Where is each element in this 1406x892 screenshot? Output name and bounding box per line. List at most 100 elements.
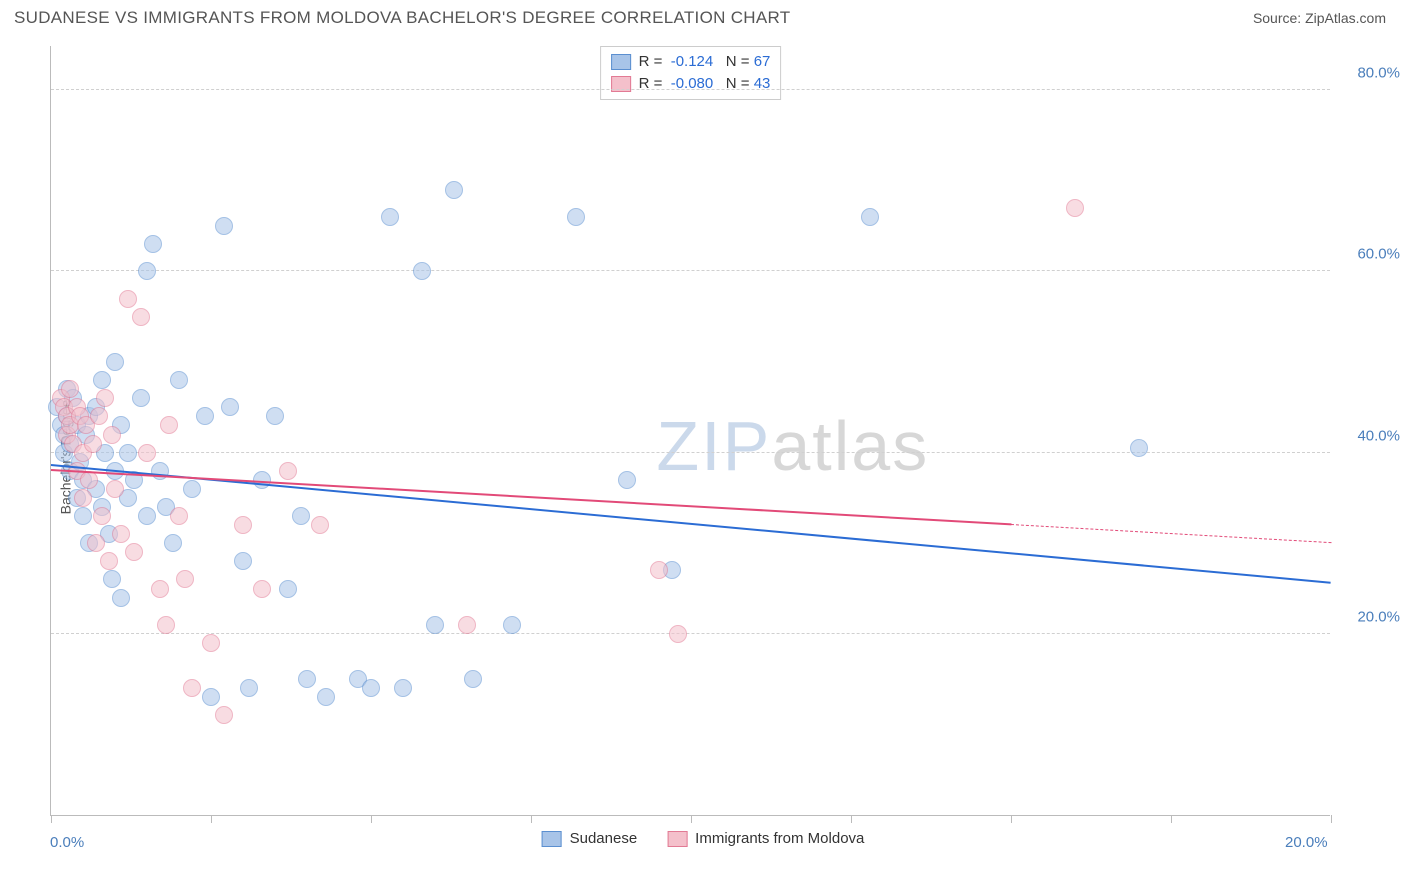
legend-swatch xyxy=(611,54,631,70)
data-point-moldova xyxy=(650,561,668,579)
data-point-sudanese xyxy=(103,570,121,588)
data-point-moldova xyxy=(132,308,150,326)
watermark-atlas: atlas xyxy=(771,407,929,485)
data-point-sudanese xyxy=(362,679,380,697)
data-point-moldova xyxy=(112,525,130,543)
x-tick xyxy=(371,815,372,823)
data-point-sudanese xyxy=(132,389,150,407)
legend-swatch xyxy=(542,831,562,847)
data-point-moldova xyxy=(311,516,329,534)
y-tick-label: 40.0% xyxy=(1340,427,1400,444)
data-point-moldova xyxy=(138,444,156,462)
x-tick xyxy=(691,815,692,823)
data-point-sudanese xyxy=(183,480,201,498)
data-point-sudanese xyxy=(221,398,239,416)
y-tick-label: 20.0% xyxy=(1340,608,1400,625)
data-point-moldova xyxy=(253,580,271,598)
legend-label: Immigrants from Moldova xyxy=(695,830,864,847)
data-point-sudanese xyxy=(240,679,258,697)
data-point-moldova xyxy=(84,435,102,453)
source-prefix: Source: xyxy=(1253,10,1305,26)
legend-stat: R = -0.080 N = 43 xyxy=(639,73,771,95)
data-point-sudanese xyxy=(413,262,431,280)
x-tick xyxy=(211,815,212,823)
gridline xyxy=(51,89,1330,90)
data-point-sudanese xyxy=(215,217,233,235)
legend-swatch xyxy=(667,831,687,847)
legend-row-moldova: R = -0.080 N = 43 xyxy=(611,73,771,95)
x-tick xyxy=(1331,815,1332,823)
data-point-sudanese xyxy=(567,208,585,226)
watermark: ZIPatlas xyxy=(656,406,929,486)
x-tick xyxy=(1171,815,1172,823)
data-point-sudanese xyxy=(861,208,879,226)
legend-stat: R = -0.124 N = 67 xyxy=(639,51,771,73)
data-point-sudanese xyxy=(74,507,92,525)
data-point-moldova xyxy=(669,625,687,643)
correlation-legend: R = -0.124 N = 67R = -0.080 N = 43 xyxy=(600,46,782,100)
data-point-moldova xyxy=(1066,199,1084,217)
data-point-sudanese xyxy=(618,471,636,489)
plot-area: ZIPatlas R = -0.124 N = 67R = -0.080 N =… xyxy=(50,46,1330,816)
data-point-sudanese xyxy=(106,353,124,371)
data-point-sudanese xyxy=(394,679,412,697)
data-point-moldova xyxy=(119,290,137,308)
data-point-moldova xyxy=(176,570,194,588)
data-point-moldova xyxy=(87,534,105,552)
watermark-zip: ZIP xyxy=(656,407,771,485)
source-link[interactable]: ZipAtlas.com xyxy=(1305,10,1386,26)
data-point-moldova xyxy=(279,462,297,480)
x-tick-label: 0.0% xyxy=(50,834,84,851)
legend-item-sudanese: Sudanese xyxy=(542,830,638,847)
data-point-sudanese xyxy=(503,616,521,634)
x-tick xyxy=(51,815,52,823)
data-point-moldova xyxy=(106,480,124,498)
trend-line xyxy=(1011,524,1331,543)
data-point-sudanese xyxy=(279,580,297,598)
data-point-moldova xyxy=(160,416,178,434)
data-point-moldova xyxy=(202,634,220,652)
gridline xyxy=(51,633,1330,634)
data-point-sudanese xyxy=(317,688,335,706)
x-tick xyxy=(851,815,852,823)
data-point-sudanese xyxy=(138,507,156,525)
data-point-moldova xyxy=(151,580,169,598)
x-tick xyxy=(1011,815,1012,823)
data-point-sudanese xyxy=(164,534,182,552)
data-point-sudanese xyxy=(144,235,162,253)
data-point-moldova xyxy=(458,616,476,634)
data-point-moldova xyxy=(61,380,79,398)
data-point-sudanese xyxy=(234,552,252,570)
data-point-moldova xyxy=(100,552,118,570)
data-point-moldova xyxy=(103,426,121,444)
chart-container: Bachelor's Degree ZIPatlas R = -0.124 N … xyxy=(0,32,1406,882)
y-tick-label: 80.0% xyxy=(1340,65,1400,82)
data-point-moldova xyxy=(170,507,188,525)
data-point-moldova xyxy=(90,407,108,425)
data-point-sudanese xyxy=(170,371,188,389)
data-point-sudanese xyxy=(93,371,111,389)
data-point-sudanese xyxy=(445,181,463,199)
series-legend: Sudanese Immigrants from Moldova xyxy=(542,830,865,847)
gridline xyxy=(51,270,1330,271)
data-point-sudanese xyxy=(138,262,156,280)
data-point-moldova xyxy=(157,616,175,634)
data-point-sudanese xyxy=(464,670,482,688)
data-point-sudanese xyxy=(119,444,137,462)
data-point-sudanese xyxy=(1130,439,1148,457)
data-point-sudanese xyxy=(426,616,444,634)
data-point-sudanese xyxy=(196,407,214,425)
legend-label: Sudanese xyxy=(570,830,638,847)
data-point-sudanese xyxy=(298,670,316,688)
chart-title: SUDANESE VS IMMIGRANTS FROM MOLDOVA BACH… xyxy=(14,8,790,28)
source-attribution: Source: ZipAtlas.com xyxy=(1253,10,1386,26)
data-point-moldova xyxy=(93,507,111,525)
data-point-moldova xyxy=(183,679,201,697)
data-point-sudanese xyxy=(292,507,310,525)
chart-header: SUDANESE VS IMMIGRANTS FROM MOLDOVA BACH… xyxy=(0,0,1406,32)
data-point-moldova xyxy=(74,489,92,507)
data-point-sudanese xyxy=(381,208,399,226)
y-tick-label: 60.0% xyxy=(1340,246,1400,263)
legend-row-sudanese: R = -0.124 N = 67 xyxy=(611,51,771,73)
x-tick xyxy=(531,815,532,823)
